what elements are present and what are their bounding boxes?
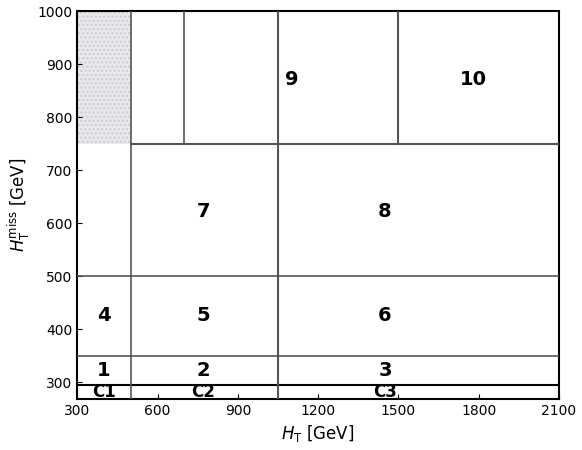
Text: 4: 4 — [97, 306, 111, 325]
Text: C1: C1 — [92, 383, 116, 401]
Text: 6: 6 — [378, 306, 392, 325]
Text: C2: C2 — [191, 383, 215, 401]
Text: 5: 5 — [196, 306, 210, 325]
Text: 1: 1 — [97, 361, 111, 380]
X-axis label: $H_{\mathrm{T}}$ [GeV]: $H_{\mathrm{T}}$ [GeV] — [281, 423, 355, 445]
Text: 3: 3 — [378, 361, 392, 380]
Text: 9: 9 — [285, 71, 298, 90]
Text: 2: 2 — [196, 361, 210, 380]
Bar — [77, 11, 131, 144]
Text: 8: 8 — [378, 202, 392, 221]
Text: C3: C3 — [373, 383, 397, 401]
Y-axis label: $H_{\mathrm{T}}^{\mathrm{miss}}$ [GeV]: $H_{\mathrm{T}}^{\mathrm{miss}}$ [GeV] — [6, 158, 32, 252]
Text: 10: 10 — [460, 71, 487, 90]
Text: 7: 7 — [196, 202, 210, 221]
